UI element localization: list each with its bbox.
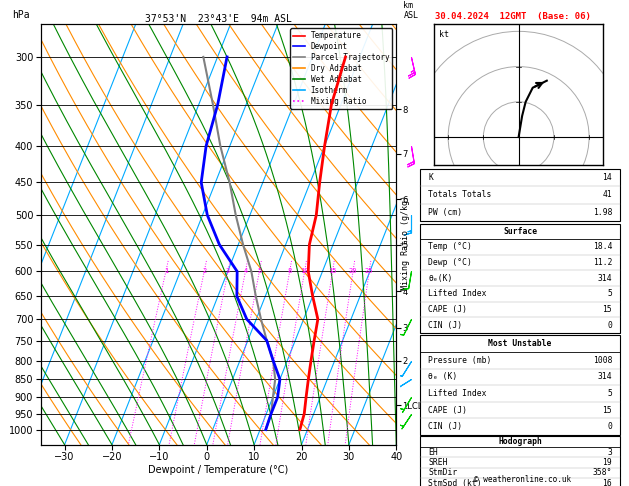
Text: hPa: hPa xyxy=(13,10,30,20)
Text: 0: 0 xyxy=(608,422,612,431)
Text: 41: 41 xyxy=(603,191,612,199)
Text: © weatheronline.co.uk: © weatheronline.co.uk xyxy=(474,474,571,484)
Text: 20: 20 xyxy=(348,268,357,275)
Text: 3: 3 xyxy=(608,448,612,456)
Text: 3: 3 xyxy=(226,268,230,275)
Text: Surface: Surface xyxy=(503,227,537,236)
Text: 11.2: 11.2 xyxy=(593,258,612,267)
Text: 1.98: 1.98 xyxy=(593,208,612,217)
Text: 358°: 358° xyxy=(593,469,612,477)
Text: Hodograph: Hodograph xyxy=(498,437,542,446)
Text: 15: 15 xyxy=(328,268,337,275)
Text: CIN (J): CIN (J) xyxy=(428,422,462,431)
Text: θₑ (K): θₑ (K) xyxy=(428,372,457,382)
Text: CAPE (J): CAPE (J) xyxy=(428,405,467,415)
Text: θₑ(K): θₑ(K) xyxy=(428,274,452,283)
Text: Dewp (°C): Dewp (°C) xyxy=(428,258,472,267)
Text: 314: 314 xyxy=(598,274,612,283)
Text: 19: 19 xyxy=(603,458,612,467)
Text: CAPE (J): CAPE (J) xyxy=(428,305,467,314)
Text: Pressure (mb): Pressure (mb) xyxy=(428,356,491,365)
Text: Temp (°C): Temp (°C) xyxy=(428,243,472,251)
Text: km
ASL: km ASL xyxy=(403,0,418,20)
Text: 8: 8 xyxy=(287,268,292,275)
Text: K: K xyxy=(428,173,433,182)
X-axis label: Dewpoint / Temperature (°C): Dewpoint / Temperature (°C) xyxy=(148,465,289,475)
Text: 25: 25 xyxy=(365,268,374,275)
Text: Most Unstable: Most Unstable xyxy=(489,339,552,348)
Text: StmDir: StmDir xyxy=(428,469,457,477)
Text: Lifted Index: Lifted Index xyxy=(428,289,487,298)
Text: 18.4: 18.4 xyxy=(593,243,612,251)
Text: 0: 0 xyxy=(608,321,612,330)
Text: 15: 15 xyxy=(603,405,612,415)
Text: 30.04.2024  12GMT  (Base: 06): 30.04.2024 12GMT (Base: 06) xyxy=(435,12,591,21)
Text: PW (cm): PW (cm) xyxy=(428,208,462,217)
Text: Mixing Ratio (g/kg): Mixing Ratio (g/kg) xyxy=(401,195,410,291)
Text: 16: 16 xyxy=(603,479,612,486)
Text: Totals Totals: Totals Totals xyxy=(428,191,491,199)
Text: 5: 5 xyxy=(608,289,612,298)
Text: SREH: SREH xyxy=(428,458,448,467)
Text: 1: 1 xyxy=(164,268,168,275)
Title: 37°53'N  23°43'E  94m ASL: 37°53'N 23°43'E 94m ASL xyxy=(145,14,292,23)
Text: StmSpd (kt): StmSpd (kt) xyxy=(428,479,482,486)
Text: 314: 314 xyxy=(598,372,612,382)
Legend: Temperature, Dewpoint, Parcel Trajectory, Dry Adiabat, Wet Adiabat, Isotherm, Mi: Temperature, Dewpoint, Parcel Trajectory… xyxy=(290,28,392,109)
Text: 4: 4 xyxy=(243,268,248,275)
Text: Lifted Index: Lifted Index xyxy=(428,389,487,398)
Text: EH: EH xyxy=(428,448,438,456)
Text: 10: 10 xyxy=(300,268,309,275)
Text: 1008: 1008 xyxy=(593,356,612,365)
Text: kt: kt xyxy=(439,30,449,39)
Text: 2: 2 xyxy=(202,268,206,275)
Text: 5: 5 xyxy=(257,268,262,275)
Text: 15: 15 xyxy=(603,305,612,314)
Text: CIN (J): CIN (J) xyxy=(428,321,462,330)
Text: 14: 14 xyxy=(603,173,612,182)
Text: 5: 5 xyxy=(608,389,612,398)
